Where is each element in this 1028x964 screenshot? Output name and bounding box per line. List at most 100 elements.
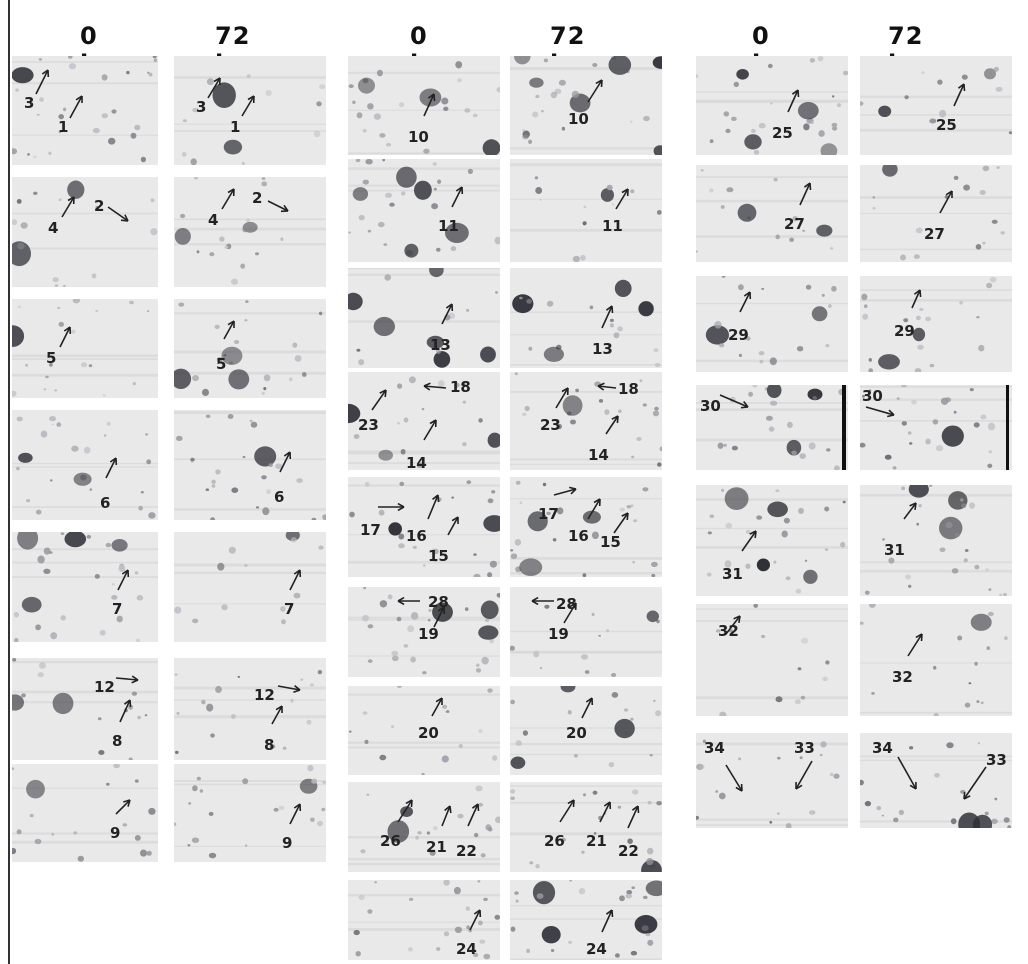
spot-label: 28 <box>428 593 449 611</box>
arrowhead-icon <box>75 95 83 101</box>
arrowhead-icon <box>531 600 539 606</box>
arrowhead-icon <box>909 502 917 507</box>
arrow-icon <box>271 705 283 725</box>
arrow-icon <box>289 803 301 825</box>
spot-label: 31 <box>722 565 743 583</box>
arrowhead-icon <box>283 204 289 212</box>
gel-image <box>174 300 326 396</box>
spot-label: 24 <box>456 940 477 958</box>
annotation-arrows <box>221 188 289 213</box>
arrow-icon <box>221 188 235 210</box>
spot-label: 33 <box>986 751 1007 769</box>
arrowhead-icon <box>127 799 131 807</box>
arrow-icon <box>423 385 447 389</box>
arrowhead-icon <box>570 488 577 495</box>
arrowhead-icon <box>432 494 439 501</box>
spot-label: 27 <box>924 225 945 243</box>
gel-panel-0h: 6 <box>12 410 158 520</box>
gel-panel-72h: 30 <box>860 385 1012 470</box>
spot-label: 27 <box>784 215 805 233</box>
arrowhead-icon <box>595 79 603 85</box>
gel-image <box>12 299 158 397</box>
gel-image <box>12 416 158 519</box>
annotation-arrows <box>741 530 757 552</box>
spot-label: 18 <box>450 378 471 396</box>
arrowhead-icon <box>909 784 917 790</box>
gel-panel-0h: 7 <box>12 532 158 642</box>
spot-label: 25 <box>936 116 957 134</box>
gel-panel-72h: 27 <box>860 165 1012 262</box>
spot-label: 5 <box>46 349 57 367</box>
gel-panel-72h: 9 <box>174 764 326 862</box>
arrowhead-icon <box>379 389 387 394</box>
gel-panel-0h: 29 <box>696 276 848 372</box>
arrowhead-icon <box>749 530 757 535</box>
gel-image <box>696 604 848 716</box>
gel-panel-0h: 25 <box>696 56 848 155</box>
arrow-icon <box>277 685 301 691</box>
arrowhead-icon <box>455 186 463 192</box>
annotation-arrows <box>739 291 752 313</box>
arrow-icon <box>605 415 619 435</box>
arrow-icon <box>289 569 301 591</box>
arrow-icon <box>799 182 811 206</box>
arrowhead-icon <box>275 705 283 711</box>
lane-marker-bar <box>842 385 846 470</box>
arrow-icon <box>627 805 639 829</box>
gel-panel-0h: 12 8 <box>12 658 158 760</box>
arrowhead-icon <box>611 415 619 420</box>
arrow-icon <box>35 69 49 95</box>
spot-label: 9 <box>282 834 293 852</box>
gel-panel-0h: 28 19 <box>348 587 500 677</box>
spot-label: 31 <box>884 541 905 559</box>
spot-label: 9 <box>110 824 121 842</box>
spot-label: 30 <box>700 397 721 415</box>
arrowhead-icon <box>621 188 629 194</box>
gel-panel-0h: 5 <box>12 299 158 398</box>
gel-panel-72h: 24 <box>510 880 662 960</box>
arrowhead-icon <box>637 805 640 814</box>
annotation-arrows <box>207 77 255 117</box>
spot-label: 6 <box>274 488 285 506</box>
arrow-icon <box>599 801 611 823</box>
gel-panel-0h: 26 21 22 <box>348 782 500 872</box>
gel-image <box>348 785 500 866</box>
arrowhead-icon <box>743 401 749 408</box>
arrowhead-icon <box>569 602 577 608</box>
arrow-icon <box>447 516 459 536</box>
spot-label: 16 <box>406 527 427 545</box>
gel-panel-72h: 11 <box>510 159 662 262</box>
annotation-arrows <box>431 697 443 717</box>
arrowhead-icon <box>963 791 966 800</box>
gel-image <box>348 587 500 675</box>
gel-panel-0h: 18 23 14 <box>348 372 500 470</box>
gel-image <box>860 604 1012 716</box>
annotation-arrows <box>289 569 302 591</box>
arrow-icon <box>725 764 743 792</box>
arrow-icon <box>469 909 481 931</box>
arrowhead-icon <box>605 909 613 915</box>
arrowhead-icon <box>531 596 539 602</box>
annotation-arrows <box>35 69 83 119</box>
spot-label: 3 <box>196 98 207 116</box>
annotation-arrows <box>397 799 480 827</box>
arrowhead-icon <box>561 387 569 393</box>
arrowhead-icon <box>963 83 966 92</box>
spot-label: 14 <box>588 446 609 464</box>
arrowhead-icon <box>445 303 453 309</box>
spot-label: 15 <box>428 547 449 565</box>
gel-image <box>696 385 848 470</box>
arrowhead-icon <box>121 569 129 575</box>
gel-image <box>348 268 500 368</box>
spot-label: 17 <box>538 505 559 523</box>
spot-label: 19 <box>548 625 569 643</box>
annotation-arrows <box>105 457 118 479</box>
annotation-arrows <box>601 909 614 933</box>
annotation-arrows <box>787 89 800 113</box>
arrow-icon <box>963 766 987 800</box>
arrow-icon <box>107 206 129 222</box>
arrowhead-icon <box>733 615 741 620</box>
gel-image <box>510 880 662 960</box>
arrow-icon <box>433 606 445 628</box>
arrowhead-icon <box>227 188 235 194</box>
